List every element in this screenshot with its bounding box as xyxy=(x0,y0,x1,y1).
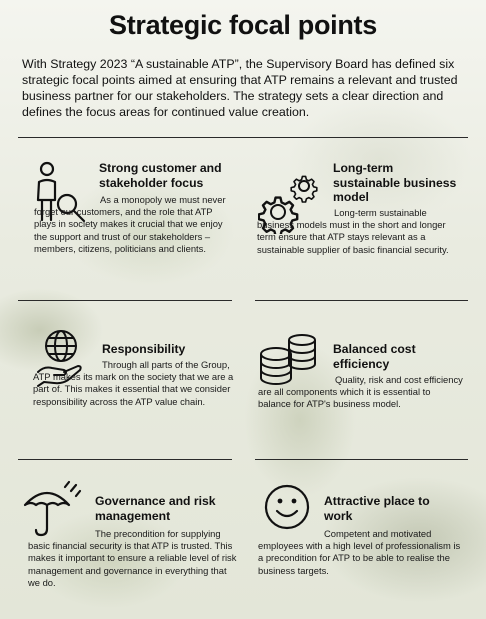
focal-heading-3: Responsibility xyxy=(102,342,186,356)
intro-paragraph: With Strategy 2023 “A sustainable ATP”, … xyxy=(22,57,458,119)
divider-right-1 xyxy=(255,300,468,301)
focal-heading-6: Attractive place to work xyxy=(324,494,430,523)
focal-heading-5: Governance and risk management xyxy=(95,494,216,523)
smiley-face-icon xyxy=(262,482,312,532)
focal-heading-4: Balanced cost efficiency xyxy=(333,342,416,371)
page-title: Strategic focal points xyxy=(109,10,377,40)
focal-heading-1: Strong customer and stakeholder focus xyxy=(99,161,222,190)
person-magnifier-icon xyxy=(34,160,90,224)
focal-body-2: Long-term sustainable business models mu… xyxy=(257,207,449,255)
focal-body-4: Quality, risk and cost efficiency are al… xyxy=(258,374,463,410)
divider-right-2 xyxy=(255,459,468,460)
gears-icon xyxy=(258,170,322,234)
focal-body-1: As a monopoly we must never forget our c… xyxy=(34,194,226,254)
divider-top xyxy=(18,137,468,138)
focal-heading-2: Long-term sustainable business model xyxy=(333,161,457,204)
divider-left-2 xyxy=(18,459,232,460)
focal-body-5: The precondition for supplying basic fin… xyxy=(28,528,237,588)
coin-stacks-icon xyxy=(258,334,324,386)
umbrella-rain-icon xyxy=(21,479,83,539)
globe-hand-icon xyxy=(34,328,92,390)
focal-body-3: Through all parts of the Group, ATP make… xyxy=(33,359,234,407)
focal-body-6: Competent and motivated employees with a… xyxy=(258,528,461,576)
divider-left-1 xyxy=(18,300,232,301)
